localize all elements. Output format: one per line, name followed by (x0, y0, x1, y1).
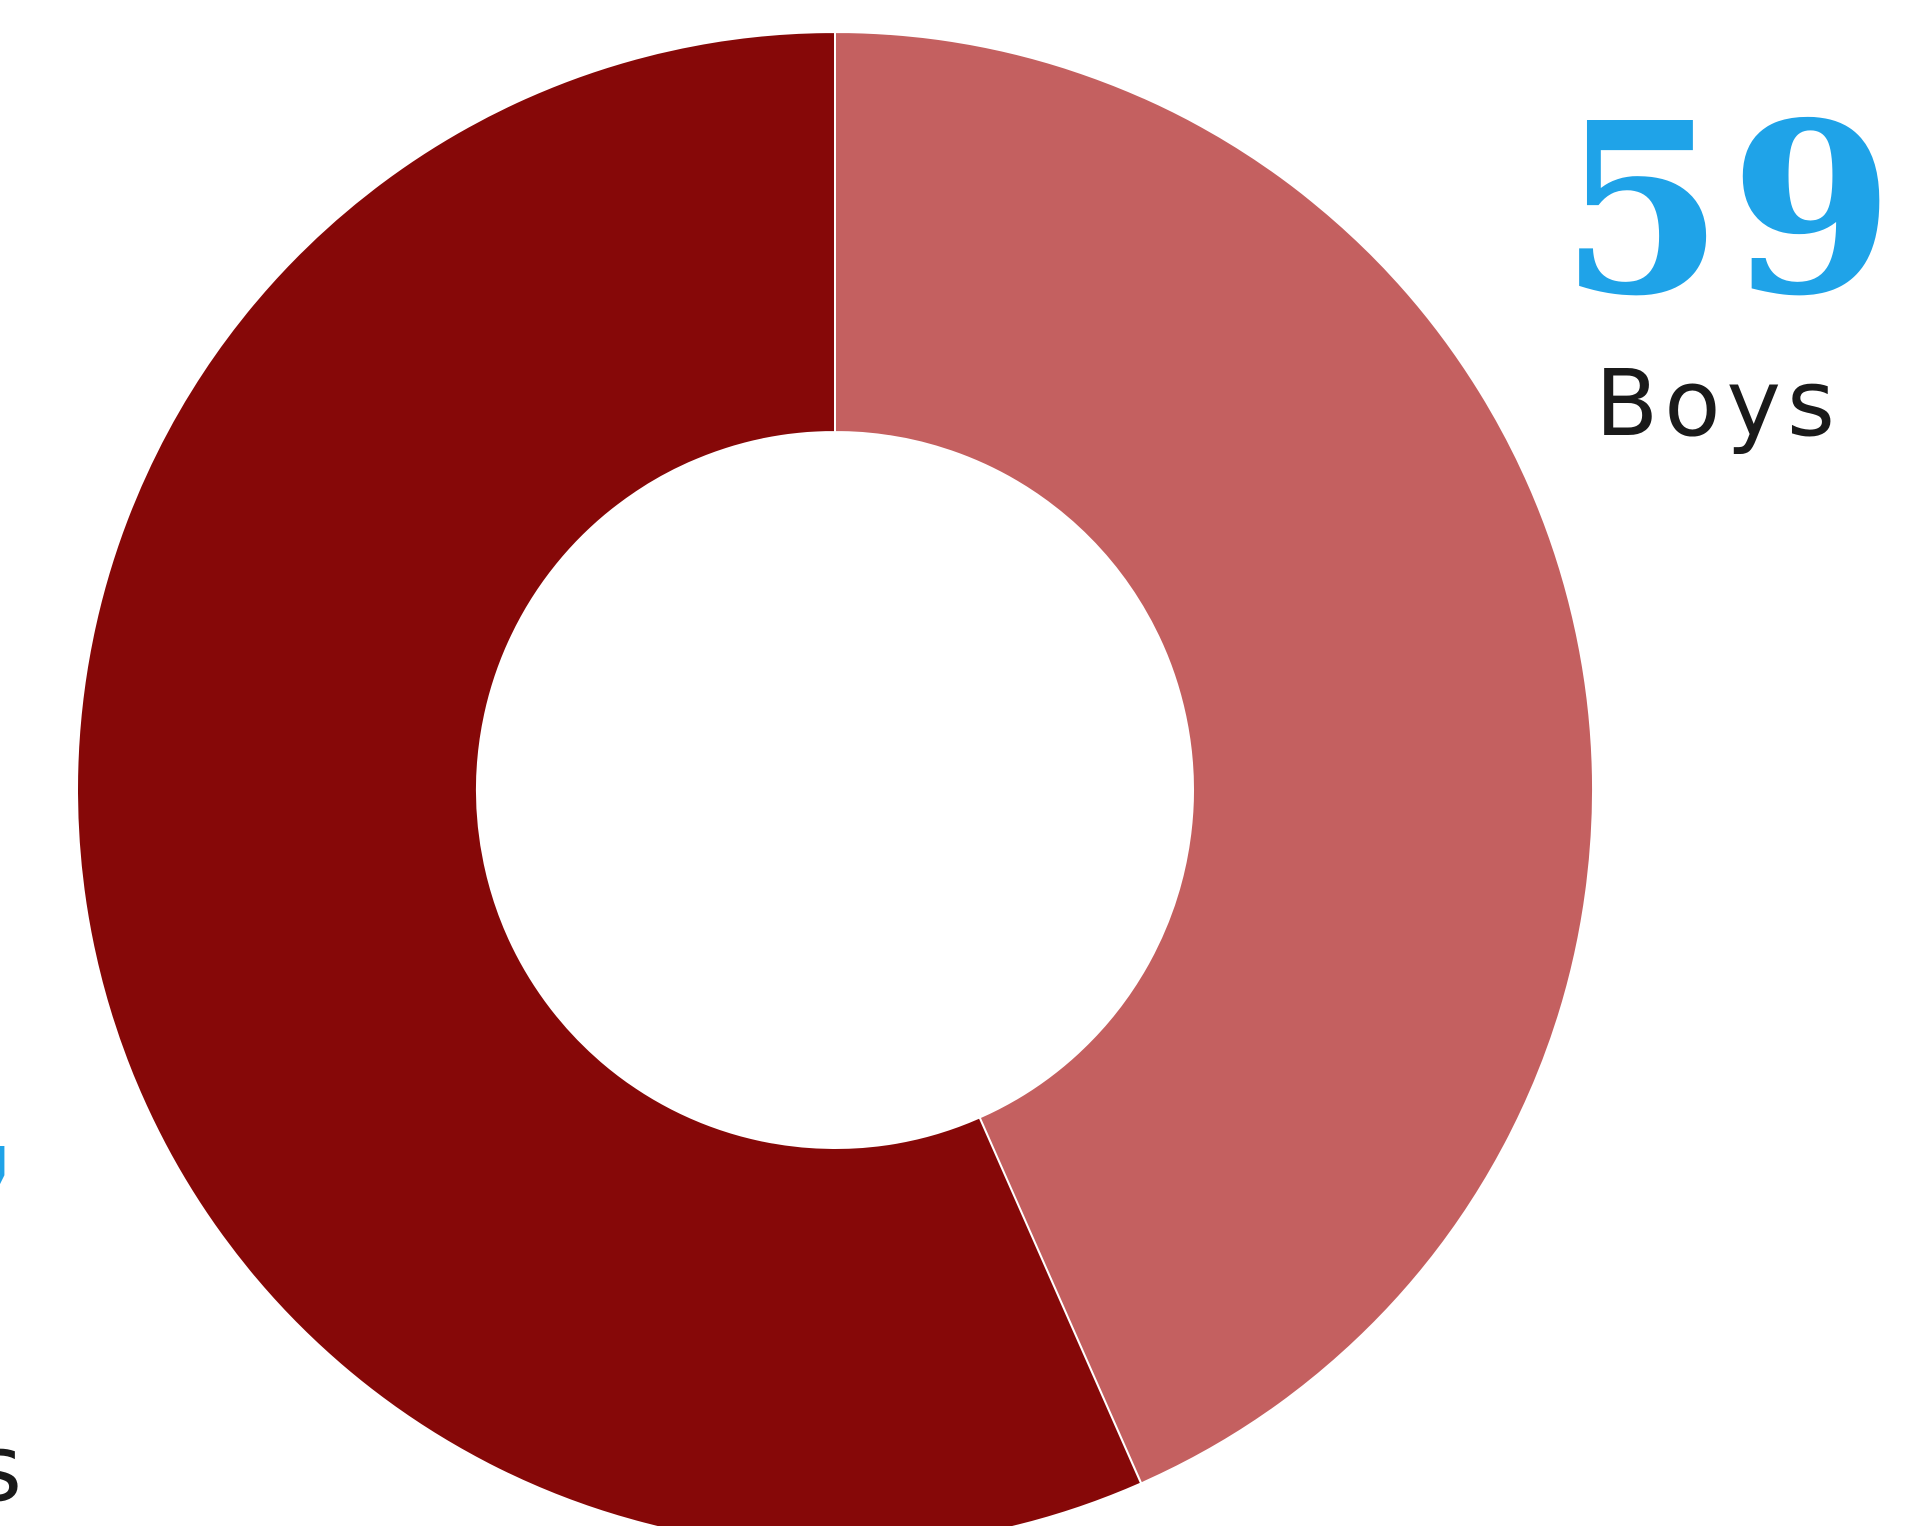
boys-category-label: Boys (1595, 350, 1841, 457)
donut-slice-girls (75, 30, 1143, 1526)
donut-slice-boys (834, 30, 1594, 1485)
donut-slices (75, 30, 1594, 1526)
girls-category-label: s (0, 1415, 28, 1522)
boys-value-label: 59 (1560, 70, 1900, 348)
girls-value-label: 7 (0, 1096, 30, 1374)
